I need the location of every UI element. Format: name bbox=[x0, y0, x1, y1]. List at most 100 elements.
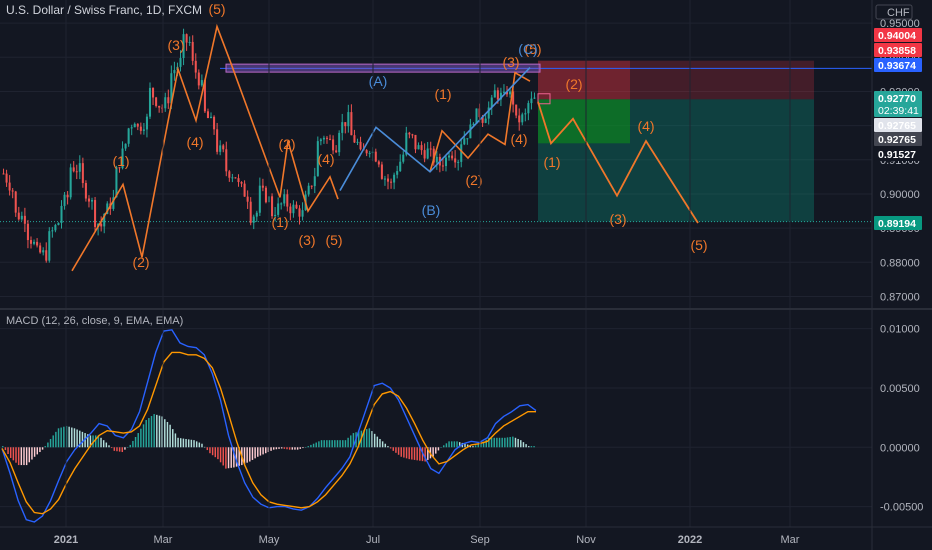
candle-body bbox=[29, 240, 33, 244]
macd-histogram-bar bbox=[310, 444, 312, 448]
candle-body bbox=[399, 161, 402, 172]
macd-histogram-bar bbox=[302, 447, 304, 449]
candle-body bbox=[155, 97, 158, 106]
time-tick-label: 2022 bbox=[678, 534, 702, 546]
wave-label-orange: (2) bbox=[278, 136, 295, 152]
macd-histogram-bar bbox=[185, 438, 187, 448]
candle-body bbox=[213, 116, 216, 130]
macd-histogram-bar bbox=[174, 433, 177, 448]
price-badge bbox=[874, 58, 922, 72]
symbol-title[interactable]: U.S. Dollar / Swiss Franc, 1D, FXCM bbox=[6, 3, 203, 17]
macd-histogram-bar bbox=[405, 447, 408, 459]
candle-body bbox=[393, 174, 396, 183]
candle-body bbox=[463, 138, 466, 145]
price-tick-label: 0.90000 bbox=[880, 189, 920, 201]
macd-histogram-bar bbox=[246, 447, 248, 463]
candle-body bbox=[243, 183, 246, 197]
candle-body bbox=[341, 122, 344, 133]
macd-histogram-bar bbox=[259, 447, 262, 456]
macd-histogram-bar bbox=[84, 433, 86, 448]
candle-body bbox=[240, 182, 243, 184]
macd-histogram-bar bbox=[140, 428, 142, 448]
macd-histogram-bar bbox=[318, 441, 320, 448]
price-tick-label: 0.95000 bbox=[880, 18, 920, 30]
macd-histogram-bar bbox=[304, 447, 307, 448]
price-badge-value: 0.92770 bbox=[878, 93, 916, 105]
macd-histogram-bar bbox=[2, 446, 4, 448]
candle-body bbox=[521, 114, 524, 123]
candle-body bbox=[380, 164, 383, 179]
candle-body bbox=[45, 250, 48, 261]
candle-body bbox=[332, 139, 335, 151]
time-axis[interactable]: 2021 Mar May Jul Sep Nov 2022 Mar bbox=[54, 0, 800, 546]
candle-body bbox=[319, 139, 322, 142]
macd-histogram-bar bbox=[267, 447, 270, 453]
macd-histogram-bar bbox=[413, 447, 416, 460]
currency-badge bbox=[875, 4, 913, 20]
candle-body bbox=[271, 196, 274, 217]
macd-histogram-bar bbox=[262, 447, 264, 455]
macd-histogram-bar bbox=[448, 441, 450, 448]
candle-body bbox=[515, 104, 518, 116]
candle-body bbox=[182, 34, 185, 59]
macd-histogram-bar bbox=[193, 440, 195, 448]
macd-histogram-bar bbox=[379, 438, 381, 448]
macd-histogram-bar bbox=[525, 444, 527, 448]
macd-histogram-bar bbox=[358, 431, 360, 448]
macd-histogram-bar bbox=[278, 447, 280, 449]
candle-body bbox=[164, 97, 167, 109]
wave-label-blue: (A) bbox=[369, 73, 388, 89]
macd-histogram-bar bbox=[342, 440, 344, 448]
candle-body bbox=[252, 216, 255, 223]
candle-body bbox=[167, 97, 170, 104]
candle-body bbox=[130, 127, 133, 129]
candle-body bbox=[234, 177, 237, 179]
macd-histogram-bar bbox=[15, 447, 17, 463]
macd-histogram-bar bbox=[416, 447, 418, 461]
macd-histogram-bar bbox=[49, 438, 52, 448]
macd-histogram-bar bbox=[488, 437, 490, 448]
candle-body bbox=[11, 190, 14, 192]
candle-body bbox=[103, 214, 106, 227]
macd-histogram-bar bbox=[299, 447, 302, 449]
candle-body bbox=[75, 171, 78, 173]
macd-histogram-bar bbox=[156, 414, 158, 448]
macd-indicator-title[interactable]: MACD (12, 26, close, 9, EMA, EMA) bbox=[6, 315, 184, 327]
projected-wave-path bbox=[537, 101, 699, 224]
candle-body bbox=[509, 91, 512, 95]
candle-body bbox=[423, 150, 426, 159]
macd-histogram-bar bbox=[243, 447, 246, 464]
candle-body bbox=[106, 203, 109, 215]
macd-axis[interactable]: 0.01000 0.00500 0.00000 -0.00500 bbox=[880, 324, 923, 514]
macd-histogram-bar bbox=[437, 447, 440, 451]
wave-label-orange: (1) bbox=[112, 153, 129, 169]
macd-histogram-bar bbox=[522, 442, 525, 448]
candle-body bbox=[121, 148, 124, 169]
candle-body bbox=[451, 155, 454, 159]
price-badge bbox=[874, 91, 922, 117]
candle-body bbox=[475, 108, 478, 124]
candle-body bbox=[264, 187, 267, 203]
macd-histogram-bar bbox=[233, 447, 235, 468]
candle-body bbox=[377, 161, 380, 165]
time-tick-label: Mar bbox=[781, 534, 800, 546]
macd-histogram-bar bbox=[172, 429, 174, 448]
macd-histogram-bar bbox=[129, 444, 131, 448]
macd-histogram-bar bbox=[512, 436, 514, 448]
macd-histogram-bar bbox=[440, 447, 442, 448]
candle-body bbox=[386, 178, 390, 182]
macd-histogram-bar bbox=[25, 447, 28, 466]
candle-body bbox=[185, 34, 188, 43]
macd-histogram-bar bbox=[17, 447, 20, 466]
candle-body bbox=[441, 165, 444, 167]
macd-histogram-bar bbox=[148, 418, 150, 448]
candle-body bbox=[457, 161, 460, 163]
price-badge-value: 0.94004 bbox=[878, 30, 916, 42]
candle-body bbox=[292, 204, 295, 214]
macd-histogram-bar bbox=[474, 445, 477, 448]
macd-histogram bbox=[2, 414, 535, 469]
target-zone bbox=[0, 60, 872, 223]
macd-histogram-bar bbox=[397, 447, 400, 455]
macd-histogram-bar bbox=[291, 447, 294, 450]
